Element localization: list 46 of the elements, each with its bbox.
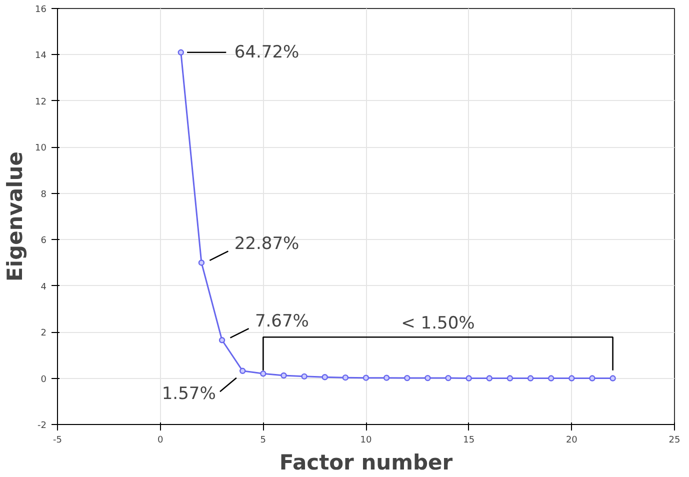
annotation: 22.87% bbox=[234, 234, 300, 254]
x-tick-label: 20 bbox=[566, 436, 578, 446]
y-tick-label: 8 bbox=[40, 190, 47, 200]
x-tick-label: 5 bbox=[260, 436, 266, 446]
y-tick-label: 6 bbox=[40, 236, 47, 246]
x-tick-label: 15 bbox=[463, 436, 475, 446]
y-axis-title: Eigenvalue bbox=[3, 151, 28, 282]
y-tick-label: 0 bbox=[40, 374, 47, 385]
point bbox=[568, 375, 575, 382]
x-tick-label: 25 bbox=[668, 436, 680, 446]
annotation: 64.72% bbox=[234, 42, 300, 62]
y-tick-label: 12 bbox=[35, 97, 46, 108]
point bbox=[424, 374, 431, 382]
x-tick-label: 0 bbox=[157, 436, 164, 446]
point bbox=[342, 374, 349, 381]
annotation: 1.57% bbox=[162, 384, 216, 404]
point bbox=[322, 374, 328, 380]
point bbox=[260, 370, 266, 377]
point bbox=[218, 337, 226, 344]
annotation: < 1.50% bbox=[401, 314, 475, 334]
point bbox=[280, 372, 287, 379]
point bbox=[362, 374, 370, 381]
y-tick-label: 10 bbox=[35, 144, 47, 154]
x-axis-title: Factor number bbox=[279, 450, 454, 474]
point bbox=[301, 373, 308, 380]
point bbox=[506, 375, 514, 382]
y-tick-label: 14 bbox=[35, 51, 47, 62]
point bbox=[404, 374, 410, 382]
point bbox=[548, 375, 554, 382]
point bbox=[383, 374, 390, 381]
point bbox=[527, 375, 534, 382]
x-tick-label: -5 bbox=[53, 436, 62, 446]
annotation: 7.67% bbox=[254, 312, 309, 332]
point bbox=[240, 368, 246, 374]
y-tick-label: 16 bbox=[35, 5, 47, 15]
y-tick-label: 4 bbox=[40, 282, 47, 292]
point bbox=[198, 260, 205, 266]
point bbox=[610, 375, 616, 382]
point bbox=[178, 49, 184, 56]
point bbox=[445, 374, 452, 382]
x-tick-label: 10 bbox=[360, 436, 372, 446]
point bbox=[486, 375, 492, 382]
point bbox=[589, 375, 596, 382]
y-tick-label: 2 bbox=[40, 328, 47, 339]
y-tick-label: -2 bbox=[38, 421, 47, 431]
point bbox=[466, 375, 472, 382]
